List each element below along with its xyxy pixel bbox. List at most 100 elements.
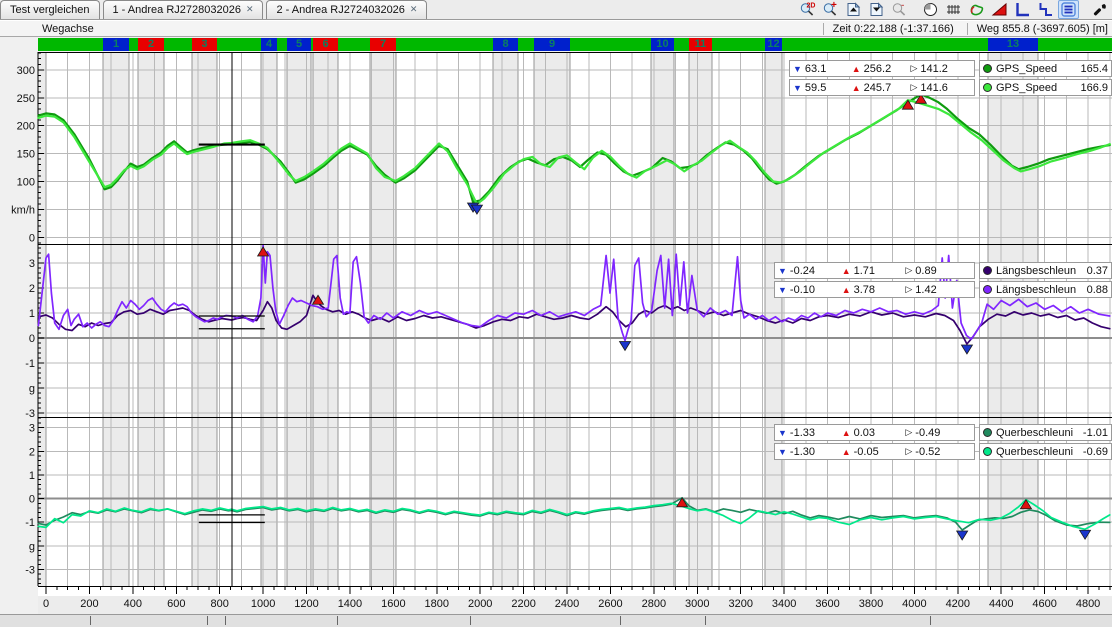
- max-value: 0.03: [853, 426, 876, 439]
- tab-label: Test vergleichen: [10, 4, 90, 16]
- laengsbeschleunigung-stats-row-1[interactable]: ▼ -0.24 ▲ 1.71 ▷ 0.89: [774, 262, 975, 279]
- zoom-out-button[interactable]: -: [889, 0, 910, 19]
- svg-text:km/h: km/h: [11, 204, 35, 216]
- laengsbeschleunigung-channel-row-1[interactable]: Längsbeschleun 0.37: [979, 262, 1112, 279]
- querbeschleunigung-min-marker: [955, 530, 969, 541]
- svg-text:800: 800: [211, 598, 229, 610]
- time-axis-button[interactable]: [920, 0, 941, 19]
- channel-current-value: -0.69: [1082, 445, 1108, 458]
- track-section[interactable]: [129, 38, 138, 51]
- track-section[interactable]: [277, 38, 287, 51]
- track-map-button[interactable]: [966, 0, 987, 19]
- min-marker-icon: ▼: [778, 427, 787, 438]
- track-section[interactable]: [338, 38, 370, 51]
- prev-view-button[interactable]: [843, 0, 864, 19]
- next-view-icon: [870, 1, 884, 16]
- track-section[interactable]: [570, 38, 651, 51]
- track-section-5[interactable]: 5: [287, 38, 311, 51]
- max-value: 245.7: [863, 81, 892, 94]
- layout-strips-button[interactable]: [1058, 0, 1079, 19]
- track-section-8[interactable]: 8: [493, 38, 518, 51]
- max-marker-icon: ▲: [851, 82, 861, 93]
- track-section-10[interactable]: 10: [651, 38, 674, 51]
- bottom-strip: [0, 614, 1112, 627]
- svg-text:g: g: [29, 383, 35, 395]
- track-section[interactable]: [674, 38, 689, 51]
- querbeschleunigung-channel-row-1[interactable]: Querbeschleuni -1.01: [979, 424, 1112, 441]
- layout-stacked-button[interactable]: [1035, 0, 1056, 19]
- channel-color-dot: [983, 428, 992, 437]
- svg-text:3600: 3600: [815, 598, 839, 610]
- layout-single-button[interactable]: [1012, 0, 1033, 19]
- track-section[interactable]: [38, 38, 103, 51]
- track-section-12[interactable]: 12: [765, 38, 782, 51]
- gps-speed-panel: 300 250 200 150 100 km/h 0 ▼ 63.1 ▲ 256.2 ▷ 141.2 ▼ 59…: [0, 52, 1112, 244]
- svg-text:3000: 3000: [685, 598, 709, 610]
- zoom-in-button[interactable]: +: [820, 0, 841, 19]
- svg-text:4200: 4200: [946, 598, 970, 610]
- delta-compare-button[interactable]: [989, 0, 1010, 19]
- bottom-strip-mark: [207, 616, 208, 625]
- svg-text:0: 0: [29, 494, 35, 506]
- svg-text:2600: 2600: [598, 598, 622, 610]
- track-section[interactable]: [396, 38, 493, 51]
- track-section[interactable]: [518, 38, 534, 51]
- avg-stat: ▷ 0.89: [905, 265, 971, 277]
- gps-speed-channel-row-1[interactable]: GPS_Speed 165.4: [979, 60, 1112, 77]
- svg-text:-1: -1: [25, 517, 35, 529]
- gps-speed-channel-row-2[interactable]: GPS_Speed 166.9: [979, 79, 1112, 96]
- laengsbeschleunigung-max-marker: [311, 294, 325, 305]
- tab-close-icon[interactable]: ✕: [409, 4, 418, 14]
- track-section-3[interactable]: 3: [192, 38, 217, 51]
- svg-text:400: 400: [124, 598, 142, 610]
- svg-text:3: 3: [29, 258, 35, 270]
- track-section[interactable]: [1038, 38, 1112, 51]
- track-section-1[interactable]: 1: [103, 38, 129, 51]
- laengsbeschleunigung-plot[interactable]: 3 2 1 0 -1 g -3: [0, 244, 1112, 417]
- avg-stat: ▷ -0.52: [905, 446, 971, 458]
- svg-text:0: 0: [43, 598, 49, 610]
- track-section-13[interactable]: 13: [988, 38, 1038, 51]
- min-value: -0.10: [789, 283, 815, 296]
- track-section-6[interactable]: 6: [313, 38, 338, 51]
- tab-close-icon[interactable]: ✕: [245, 4, 254, 14]
- track-section-4[interactable]: 4: [261, 38, 277, 51]
- svg-text:0: 0: [29, 333, 35, 345]
- querbeschleunigung-channel-row-2[interactable]: Querbeschleuni -0.69: [979, 443, 1112, 460]
- svg-text:+: +: [831, 0, 837, 11]
- track-section[interactable]: [217, 38, 261, 51]
- distance-axis-button[interactable]: [943, 0, 964, 19]
- gps-speed-stats-row-2[interactable]: ▼ 59.5 ▲ 245.7 ▷ 141.6: [789, 79, 975, 96]
- track-section-9[interactable]: 9: [534, 38, 570, 51]
- svg-text:200: 200: [17, 121, 35, 133]
- max-value: -0.05: [853, 445, 879, 458]
- gps-speed-stats-row-1[interactable]: ▼ 63.1 ▲ 256.2 ▷ 141.2: [789, 60, 975, 77]
- max-stat: ▲ 1.71: [842, 265, 906, 277]
- settings-wrench-button[interactable]: [1089, 0, 1110, 19]
- track-section-7[interactable]: 7: [370, 38, 396, 51]
- track-section-2[interactable]: 2: [138, 38, 164, 51]
- tab-label: 1 - Andrea RJ2728032026: [112, 4, 241, 16]
- avg-value: -0.52: [915, 445, 941, 458]
- bottom-strip-mark: [930, 616, 931, 625]
- track-section[interactable]: [164, 38, 192, 51]
- tab-2-andrea-rj2724032026[interactable]: 2 - Andrea RJ2724032026 ✕: [266, 0, 428, 19]
- min-marker-icon: ▼: [778, 265, 787, 276]
- track-section[interactable]: [311, 38, 313, 51]
- zoom-2d-button[interactable]: 2D: [797, 0, 818, 19]
- track-section[interactable]: [782, 38, 988, 51]
- querbeschleunigung-stats-row-2[interactable]: ▼ -1.30 ▲ -0.05 ▷ -0.52: [774, 443, 975, 460]
- prev-view-icon: [847, 1, 861, 16]
- track-section[interactable]: [712, 38, 765, 51]
- avg-marker-icon: ▷: [910, 63, 918, 73]
- avg-marker-icon: ▷: [905, 265, 913, 275]
- laengsbeschleunigung-stats-row-2[interactable]: ▼ -0.10 ▲ 3.78 ▷ 1.42: [774, 281, 975, 298]
- track-section-11[interactable]: 11: [689, 38, 712, 51]
- next-view-button[interactable]: [866, 0, 887, 19]
- max-value: 3.78: [853, 283, 876, 296]
- querbeschleunigung-stats-row-1[interactable]: ▼ -1.33 ▲ 0.03 ▷ -0.49: [774, 424, 975, 441]
- tab-1-andrea-rj2728032026[interactable]: 1 - Andrea RJ2728032026 ✕: [102, 0, 264, 19]
- tab-test-vergleichen[interactable]: Test vergleichen: [0, 0, 100, 19]
- channel-color-dot: [983, 83, 992, 92]
- laengsbeschleunigung-channel-row-2[interactable]: Längsbeschleun 0.88: [979, 281, 1112, 298]
